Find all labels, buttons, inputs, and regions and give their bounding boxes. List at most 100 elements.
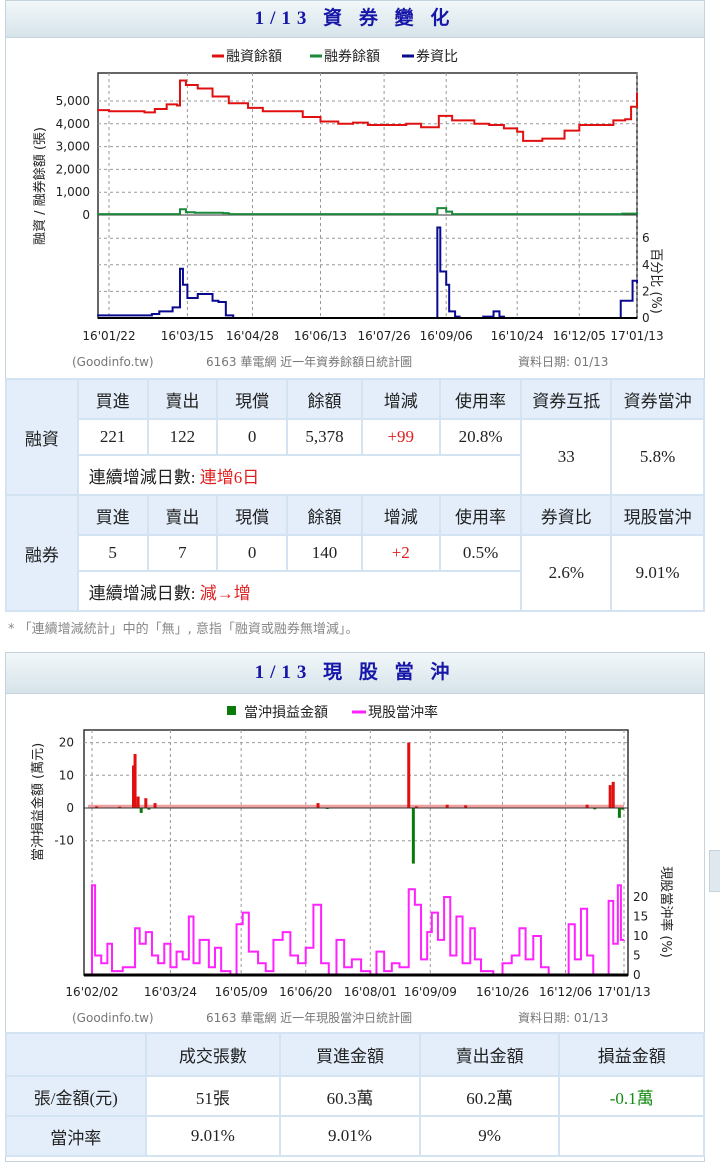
col-header: 損益金額 — [558, 1032, 705, 1077]
col-header: 賣出 — [146, 494, 219, 536]
margin-table: 融資 買進 賣出 現償 餘額 增減 使用率 資券互抵 資券當沖 221 122 … — [5, 378, 705, 612]
y2-tick-label: 20 — [633, 890, 648, 904]
x-tick-label: 16'09/06 — [420, 329, 473, 343]
streak-value: 減→增 — [199, 583, 251, 603]
y-axis-label: 當沖損益金額 (萬元) — [30, 743, 46, 861]
col-header: 餘額 — [286, 494, 363, 536]
row-label: 張/金額(元) — [5, 1075, 147, 1117]
daytrade-table: 成交張數 買進金額 賣出金額 損益金額 張/金額(元) 51張 60.3萬 60… — [5, 1032, 705, 1157]
y2-tick-label: 6 — [642, 231, 650, 245]
col-header: 餘額 — [286, 378, 363, 420]
profit-loss-bar — [617, 808, 621, 818]
profit-loss-bar — [139, 808, 143, 813]
profit-loss-bar — [464, 805, 468, 808]
x-tick-label: 16'12/05 — [553, 329, 606, 343]
y-tick-label: 5,000 — [56, 94, 90, 108]
x-tick-label: 16'06/13 — [294, 329, 347, 343]
y2-tick-label: 15 — [633, 910, 648, 924]
y-tick-label: 0 — [66, 801, 74, 815]
y-tick-label: 4,000 — [56, 117, 90, 131]
x-tick-label: 16'05/09 — [215, 985, 268, 999]
legend-label: 融券餘額 — [324, 48, 380, 65]
y2-tick-label: 5 — [633, 949, 641, 963]
cell: 60.3萬 — [279, 1075, 421, 1117]
y2-tick-label: 2 — [642, 284, 650, 298]
profit-loss-bar — [136, 796, 140, 808]
profit-loss-bar — [133, 754, 137, 808]
footer-source: (Goodinfo.tw) — [72, 355, 154, 369]
col-header: 增減 — [360, 378, 441, 420]
small-profit-band — [88, 804, 624, 808]
plot-area — [97, 72, 638, 319]
cell: 0 — [216, 534, 289, 572]
y2-tick-label: 4 — [642, 258, 650, 272]
col-header: 賣出 — [146, 378, 219, 420]
profit-loss-bar — [585, 804, 589, 808]
x-tick-label: 16'10/24 — [491, 329, 544, 343]
profit-loss-bar — [132, 765, 136, 808]
x-tick-label: 16'09/09 — [404, 985, 457, 999]
profit-loss-bar — [411, 808, 415, 864]
col-header: 賣出金額 — [418, 1032, 561, 1077]
profit-loss-bar — [620, 808, 624, 810]
cell: 60.2萬 — [418, 1075, 561, 1117]
x-tick-label: 16'12/06 — [539, 985, 592, 999]
cell: 5.8% — [610, 418, 705, 496]
x-tick-label: 16'02/02 — [65, 985, 118, 999]
cell: 9% — [418, 1115, 561, 1157]
cell-change: +2 — [360, 534, 441, 572]
col-header: 資券互抵 — [520, 378, 613, 420]
profit-loss-bar — [118, 806, 122, 808]
legend-label: 融資餘額 — [226, 48, 282, 65]
col-header: 券資比 — [520, 494, 613, 536]
margin-chart: 16'01/22 16'03/15 16'04/28 16'06/13 16'07/26… — [32, 48, 664, 369]
plot-area — [83, 729, 629, 976]
col-header: 現股當沖 — [610, 494, 705, 536]
y-tick-label: 20 — [59, 736, 74, 750]
cell: 9.01% — [279, 1115, 421, 1157]
y-tick-label: 1,000 — [56, 185, 90, 199]
x-tick-label: 16'01/22 — [82, 329, 135, 343]
footnote: * 「連續增減統計」中的「無」, 意指「融資或融券無增減」。 — [8, 622, 359, 637]
cell-profit-loss: -0.1萬 — [558, 1075, 705, 1117]
series-daytrade-rate — [85, 884, 625, 976]
profit-loss-bar — [407, 742, 411, 808]
footer-title: 6163 華電網 近一年現股當沖日統計圖 — [206, 1010, 412, 1025]
cell: 140 — [286, 534, 363, 572]
col-header: 現償 — [216, 494, 289, 536]
streak-margin-row: 連續增減日數: 連增6日 — [76, 454, 523, 496]
cell: 9.01% — [144, 1115, 282, 1157]
streak-short-row: 連續增減日數: 減→增 — [76, 570, 523, 612]
cell: 0.5% — [438, 534, 523, 572]
col-header: 資券當沖 — [610, 378, 705, 420]
cell: 5 — [76, 534, 149, 572]
y2-tick-label: 0 — [633, 968, 641, 982]
y2-axis-label: 現股當沖率 (%) — [658, 866, 674, 958]
cell: 20.8% — [438, 418, 523, 456]
profit-loss-bar — [95, 806, 99, 808]
y2-tick-label: 0 — [642, 311, 650, 325]
profit-loss-bar — [445, 804, 449, 808]
cell — [558, 1115, 705, 1157]
profit-loss-bar — [144, 798, 148, 808]
cell: 221 — [76, 418, 149, 456]
x-tick-label: 16'07/26 — [358, 329, 411, 343]
cell: 0 — [216, 418, 289, 456]
streak-value: 連增6日 — [199, 467, 260, 487]
y-tick-label: 10 — [59, 768, 74, 782]
cell: 122 — [146, 418, 219, 456]
streak-label: 連續增減日數: — [88, 467, 196, 487]
x-tick-label: 16'03/24 — [144, 985, 197, 999]
y-tick-label: 3,000 — [56, 140, 90, 154]
series-short-balance — [97, 207, 638, 216]
y-axis-label: 融資 / 融券餘額 (張) — [32, 127, 48, 245]
daytrade-chart: 16'02/02 16'03/24 16'05/09 16'06/20 16'08/01… — [30, 704, 674, 1025]
cell: 33 — [520, 418, 613, 496]
profit-loss-bar — [153, 803, 157, 808]
col-header: 買進 — [76, 494, 149, 536]
legend-label: 當沖損益金額 — [244, 705, 328, 721]
col-header: 使用率 — [438, 494, 523, 536]
series-margin-balance — [97, 79, 638, 142]
footer-title: 6163 華電網 近一年資券餘額日統計圖 — [206, 354, 412, 369]
cell: 9.01% — [610, 534, 705, 612]
